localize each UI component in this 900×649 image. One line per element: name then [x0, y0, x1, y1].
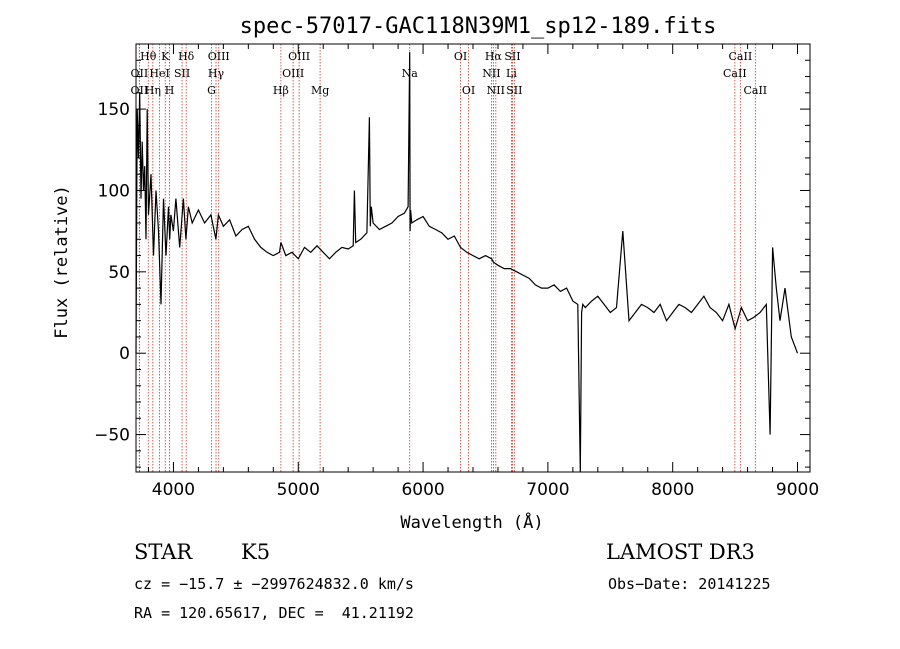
spectral-line-label: CaII: [729, 50, 753, 63]
observation-date-text: Obs−Date: 20141225: [608, 575, 771, 593]
spectral-line-label: SII: [506, 84, 522, 97]
spectral-line-label: NII: [487, 84, 505, 97]
axis-ticks: 4000 5000 6000 7000 8000 9000 −50 0 50 100 150: [94, 43, 819, 500]
spectral-line-label: OI: [454, 50, 467, 63]
spectral-line-label: Hθ: [140, 50, 157, 63]
y-tick-label: 150: [98, 100, 130, 120]
x-tick-label: 7000: [526, 480, 569, 500]
spectral-line-label: Na: [402, 67, 419, 80]
spectral-line-label: SII: [174, 67, 190, 80]
spectral-line-label: OII: [131, 67, 149, 80]
object-class-label: STAR: [134, 540, 193, 564]
x-tick-label: 6000: [401, 480, 444, 500]
x-axis-label: Wavelength (Å): [400, 511, 543, 533]
spectral-line-label: HeI: [149, 67, 169, 80]
spectral-line-markers: [138, 44, 756, 472]
x-tick-label: 4000: [152, 480, 195, 500]
spectral-line-label: CaII: [723, 67, 747, 80]
y-tick-label: −50: [94, 426, 130, 446]
spectral-line-label: K: [161, 50, 170, 63]
spectral-line-label: Hβ: [273, 84, 289, 97]
object-subclass-label: K5: [241, 540, 271, 564]
spectral-line-label: OIII: [282, 67, 304, 80]
spectral-line-label: SII: [504, 50, 520, 63]
redshift-text: cz = −15.7 ± −2997624832.0 km/s: [134, 575, 414, 593]
survey-label: LAMOST DR3: [606, 540, 755, 564]
flux-series-line: [135, 52, 799, 473]
spectral-line-label: OII: [131, 84, 149, 97]
x-tick-label: 8000: [651, 480, 694, 500]
y-tick-label: 100: [98, 181, 130, 201]
spectral-line-label: OI: [462, 84, 475, 97]
y-tick-label: 50: [108, 263, 130, 283]
x-tick-label: 5000: [277, 480, 320, 500]
spectral-line-label: CaII: [743, 84, 767, 97]
spectral-line-label: Hη: [145, 84, 161, 97]
spectral-line-label: Li: [506, 67, 517, 80]
x-tick-label: 9000: [776, 480, 819, 500]
spectral-line-label: Mg: [311, 84, 329, 97]
spectral-line-label: OIII: [208, 50, 230, 63]
spectral-line-label: Hδ: [178, 50, 195, 63]
spectral-line-label: H: [165, 84, 175, 97]
spectral-line-label: OIII: [288, 50, 310, 63]
chart-title: spec-57017-GAC118N39M1_sp12-189.fits: [240, 14, 717, 39]
y-tick-label: 0: [119, 344, 130, 364]
plot-frame: [135, 43, 811, 473]
spectral-line-label: Hγ: [208, 67, 225, 80]
spectral-line-label: Hα: [485, 50, 503, 63]
y-axis-label: Flux (relative): [52, 185, 72, 339]
spectral-line-label: G: [207, 84, 216, 97]
spectral-line-label: NII: [482, 67, 500, 80]
coordinates-text: RA = 120.65617, DEC = 41.21192: [134, 604, 414, 622]
